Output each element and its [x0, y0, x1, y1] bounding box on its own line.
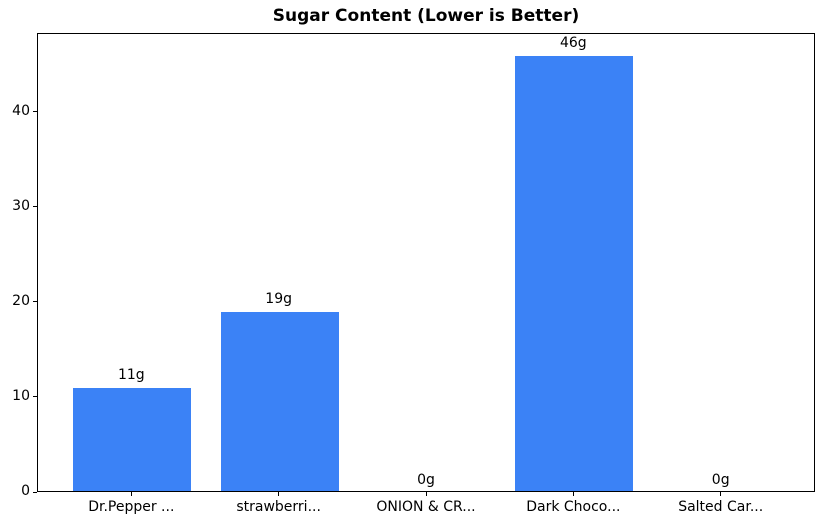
bar-value-label: 46g	[559, 34, 587, 51]
y-axis-tick-mark	[33, 301, 37, 303]
y-axis-tick-mark	[33, 111, 37, 113]
x-axis-tick-mark	[720, 492, 722, 496]
x-axis-tick-mark	[425, 492, 427, 496]
y-axis-tick-label: 0	[21, 483, 30, 499]
x-axis-tick-mark	[572, 492, 574, 496]
bar-value-label: 0g	[711, 472, 730, 488]
bar-value-label: 11g	[117, 367, 145, 384]
chart-title: Sugar Content (Lower is Better)	[272, 6, 580, 26]
x-axis-tick-label: strawberri...	[236, 499, 321, 515]
x-axis-tick-mark	[130, 492, 132, 496]
bar-value-label: 0g	[417, 472, 435, 488]
x-axis-tick-label: ONION & CR...	[376, 499, 476, 515]
bar	[73, 388, 192, 491]
y-axis-tick-label: 30	[12, 197, 30, 214]
x-axis-tick-label: Salted Car...	[678, 499, 764, 515]
plot-area	[37, 33, 815, 492]
bar	[515, 55, 634, 491]
y-axis-tick-mark	[33, 491, 37, 493]
x-axis-tick-label: Dark Choco...	[526, 499, 621, 515]
x-axis-tick-label: Dr.Pepper ...	[88, 499, 175, 515]
y-axis-tick-mark	[33, 396, 37, 398]
y-axis-tick-mark	[33, 206, 37, 208]
x-axis-tick-mark	[278, 492, 280, 496]
y-axis-tick-label: 40	[12, 102, 30, 119]
bar	[220, 312, 339, 491]
y-axis-tick-label: 10	[12, 387, 30, 404]
y-axis-tick-label: 20	[12, 292, 30, 309]
bar-value-label: 19g	[265, 291, 292, 308]
